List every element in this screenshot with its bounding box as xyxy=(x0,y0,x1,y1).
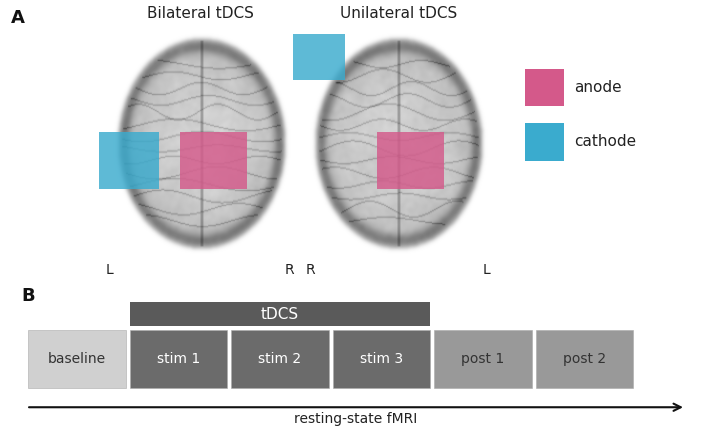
FancyBboxPatch shape xyxy=(525,69,564,106)
FancyBboxPatch shape xyxy=(130,330,227,389)
FancyBboxPatch shape xyxy=(333,330,430,389)
FancyBboxPatch shape xyxy=(28,330,125,389)
Text: anode: anode xyxy=(575,80,623,95)
Text: stim 3: stim 3 xyxy=(360,352,403,366)
Text: stim 2: stim 2 xyxy=(258,352,302,366)
Text: L: L xyxy=(106,263,113,277)
FancyBboxPatch shape xyxy=(536,330,633,389)
Text: post 2: post 2 xyxy=(563,352,606,366)
Text: Unilateral tDCS: Unilateral tDCS xyxy=(340,6,457,21)
Text: R: R xyxy=(284,263,294,277)
Text: R: R xyxy=(305,263,315,277)
Text: cathode: cathode xyxy=(575,134,637,149)
FancyBboxPatch shape xyxy=(130,303,430,326)
FancyBboxPatch shape xyxy=(231,330,329,389)
FancyBboxPatch shape xyxy=(434,330,532,389)
FancyBboxPatch shape xyxy=(99,132,159,189)
Text: A: A xyxy=(11,9,25,27)
Text: resting-state fMRI: resting-state fMRI xyxy=(295,412,417,426)
Text: tDCS: tDCS xyxy=(261,307,299,322)
FancyBboxPatch shape xyxy=(377,132,444,189)
Text: baseline: baseline xyxy=(48,352,106,366)
FancyBboxPatch shape xyxy=(293,34,345,80)
Text: B: B xyxy=(21,287,35,305)
FancyBboxPatch shape xyxy=(180,132,247,189)
Text: stim 1: stim 1 xyxy=(157,352,200,366)
Text: L: L xyxy=(483,263,490,277)
Text: Bilateral tDCS: Bilateral tDCS xyxy=(147,6,255,21)
FancyBboxPatch shape xyxy=(525,123,564,160)
Text: post 1: post 1 xyxy=(461,352,505,366)
